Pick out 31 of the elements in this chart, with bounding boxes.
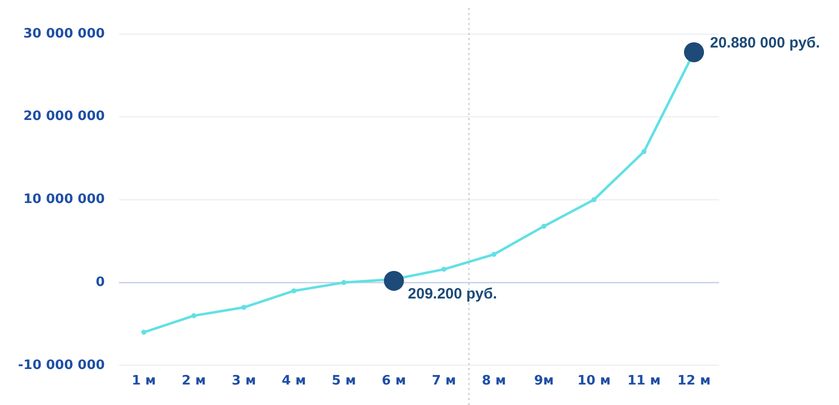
y-tick-label: 20 000 000 [23,109,105,124]
point [384,270,404,291]
y-tick-label: -10 000 000 [18,358,105,373]
annotation: 209.200 руб. [408,285,498,302]
point [141,330,146,335]
point [291,288,296,294]
point [491,252,496,257]
point [641,149,646,154]
x-tick-label: 10 м [577,374,611,389]
x-tick-label: 7 м [432,374,456,389]
x-tick-label: 4 м [282,374,306,389]
point [341,280,346,286]
point [591,197,596,202]
y-tick-label: 30 000 000 [23,26,105,42]
x-tick-label: 2 м [182,374,206,389]
y-tick-label: 10 000 000 [23,192,105,208]
x-tick-label: 8 м [482,374,506,389]
x-tick-label: 9м [534,374,554,389]
x-tick-label: 5 м [332,374,356,389]
x-tick-label: 11 м [627,374,661,389]
x-tick-label: 3 м [232,374,256,389]
x-tick-label: 1 м [132,374,156,389]
point [241,304,246,310]
x-tick-label: 12 м [677,374,711,389]
point [684,42,704,62]
point [441,266,446,272]
point [541,224,546,229]
point [191,313,196,318]
y-tick-label: 0 [96,274,105,290]
annotation: 20.880 000 руб. [710,34,820,52]
x-tick-label: 6 м [382,374,406,389]
